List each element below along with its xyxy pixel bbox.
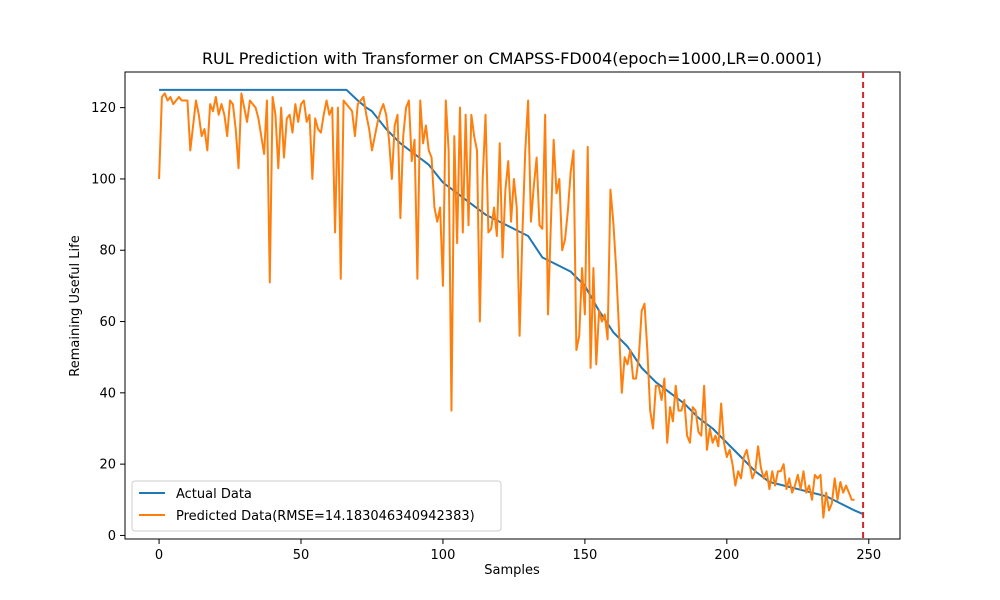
y-tick-label: 80 bbox=[99, 244, 116, 259]
series-line-predicted bbox=[158, 92, 855, 519]
x-tick-label: 200 bbox=[714, 548, 739, 563]
x-tick-label: 250 bbox=[856, 548, 881, 563]
y-tick-label: 40 bbox=[99, 386, 116, 401]
x-tick-label: 0 bbox=[155, 548, 163, 563]
y-tick-label: 120 bbox=[91, 101, 116, 116]
x-tick-label: 150 bbox=[572, 548, 597, 563]
y-tick-label: 0 bbox=[108, 529, 116, 544]
series-layer bbox=[158, 88, 864, 519]
x-tick-label: 100 bbox=[431, 548, 456, 563]
legend-label-predicted: Predicted Data(RMSE=14.183046340942383) bbox=[176, 509, 475, 524]
y-tick-label: 100 bbox=[91, 172, 116, 187]
axis-ticks: 0 50 100 150 200 250 0 20 40 60 80 100 120 bbox=[91, 101, 881, 563]
y-axis-label: Remaining Useful Life bbox=[68, 235, 83, 376]
chart-title: RUL Prediction with Transformer on CMAPS… bbox=[202, 49, 822, 68]
x-axis-label: Samples bbox=[484, 563, 540, 578]
legend-box bbox=[131, 480, 502, 532]
x-tick-label: 50 bbox=[293, 548, 310, 563]
legend: Actual Data Predicted Data(RMSE=14.18304… bbox=[131, 480, 502, 532]
y-tick-label: 20 bbox=[99, 458, 116, 473]
plot-area bbox=[124, 71, 901, 540]
y-tick-label: 60 bbox=[99, 315, 116, 330]
legend-label-actual: Actual Data bbox=[176, 487, 252, 502]
